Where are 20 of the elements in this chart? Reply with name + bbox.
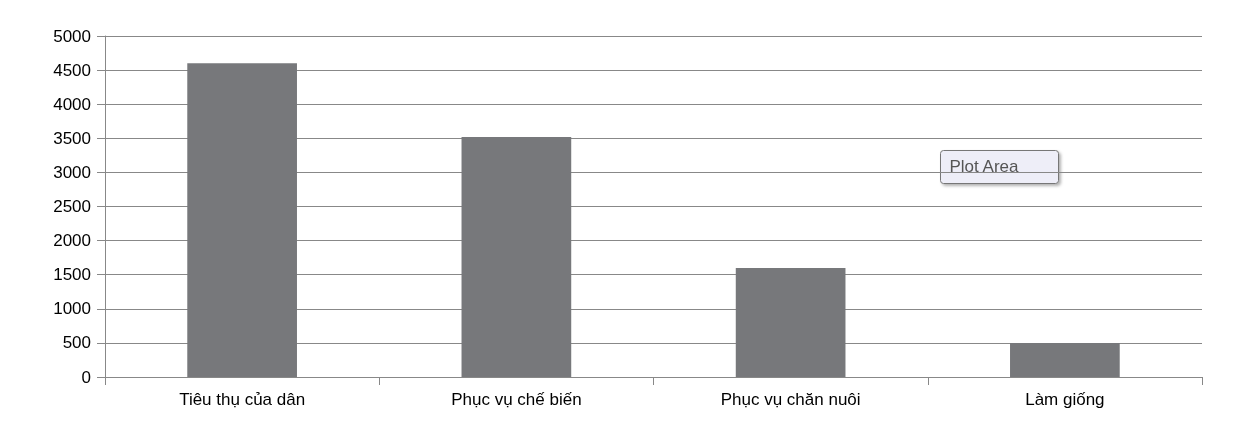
bar — [461, 136, 572, 377]
y-tick-label: 4500 — [53, 60, 91, 80]
y-tick-label: 3500 — [53, 128, 91, 148]
y-tick-label: 1500 — [53, 265, 91, 285]
bar — [1010, 342, 1120, 377]
x-tick-label: Phục vụ chăn nuôi — [720, 390, 861, 409]
y-tick-label: 2500 — [53, 197, 91, 216]
y-tick-label: 500 — [62, 333, 91, 353]
x-tick-label: Làm giống — [1025, 390, 1105, 409]
bar — [735, 267, 846, 377]
x-tick-label: Tiêu thụ của dân — [179, 390, 306, 409]
x-tick-label: Phục vụ chế biến — [451, 390, 582, 409]
y-tick-label: 3000 — [53, 162, 91, 182]
annotation: Plot Area — [949, 156, 1020, 176]
y-tick-label: 1000 — [53, 299, 91, 319]
bar — [187, 63, 297, 377]
y-tick-label: 0 — [81, 367, 91, 387]
y-tick-label: 2000 — [53, 231, 91, 251]
y-tick-label: 4000 — [53, 94, 91, 114]
y-tick-label: 5000 — [53, 26, 91, 46]
